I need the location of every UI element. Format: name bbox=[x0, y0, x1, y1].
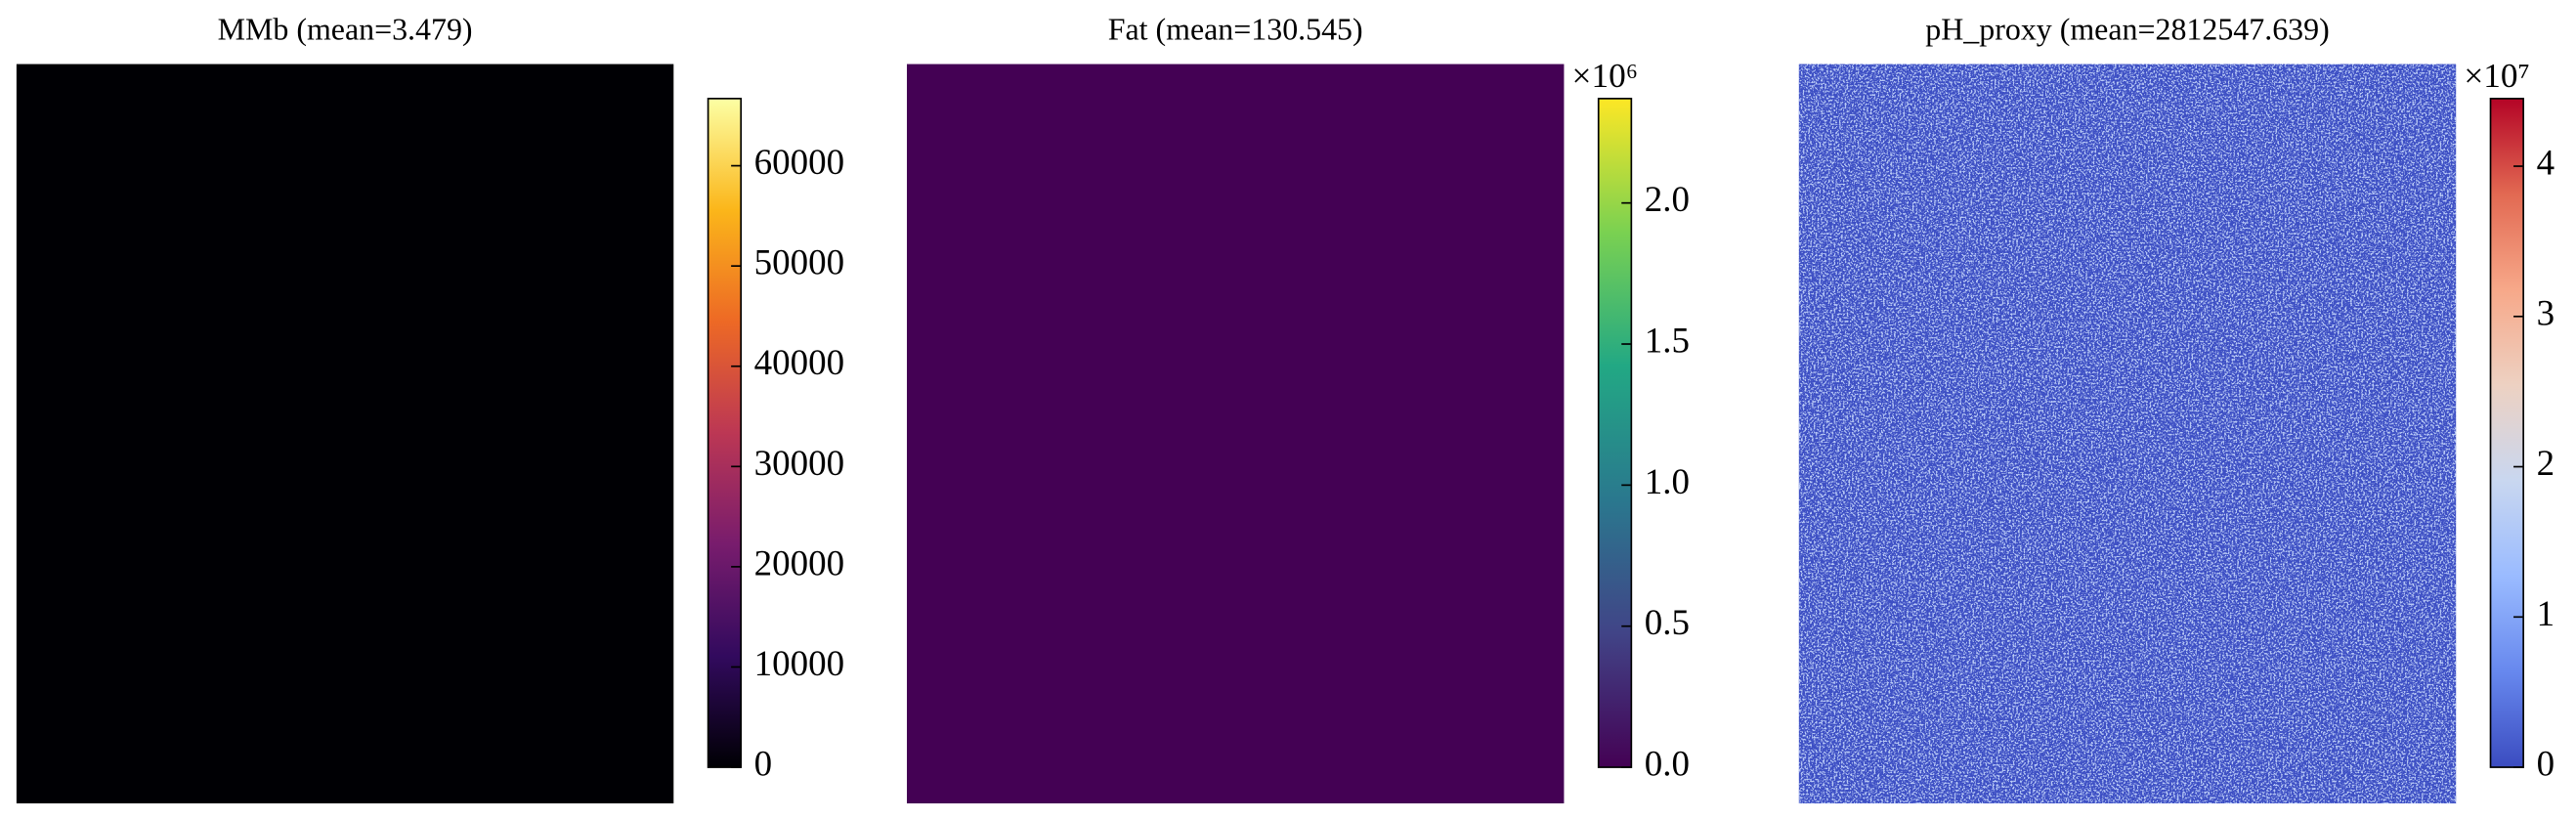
colorbar-tick-label: 0 bbox=[754, 744, 772, 784]
colorbar-tick-label: 0 bbox=[2537, 744, 2555, 784]
colorbar-tick-label: 2 bbox=[2537, 443, 2555, 483]
heatmap-image bbox=[16, 64, 674, 804]
colorbar-tick-label: 4 bbox=[2537, 143, 2555, 183]
colorbar-tick-label: 50000 bbox=[754, 242, 844, 282]
colorbar-tick-label: 1 bbox=[2537, 593, 2555, 633]
colorbar-tick-label: 1.5 bbox=[1645, 321, 1690, 361]
colorbar-tick-label: 3 bbox=[2537, 292, 2555, 332]
colorbar-tick-label: 2.0 bbox=[1645, 179, 1690, 219]
image-texture bbox=[1798, 64, 2457, 804]
colorbar-tick-label: 10000 bbox=[754, 643, 844, 683]
colorbar-tick-label: 20000 bbox=[754, 542, 844, 582]
colorbar-tick-label: 60000 bbox=[754, 142, 844, 182]
colorbar-tick-label: 0.5 bbox=[1645, 602, 1690, 642]
colorbar bbox=[1597, 98, 1633, 768]
colorbar-tick-label: 0.0 bbox=[1645, 744, 1690, 784]
panel-title: Fat (mean=130.545) bbox=[1108, 12, 1363, 46]
heatmap-image bbox=[906, 64, 1565, 804]
colorbar-offset-label: ×10⁶ bbox=[1572, 57, 1639, 95]
colorbar-tick-label: 30000 bbox=[754, 443, 844, 483]
colorbar bbox=[2489, 98, 2524, 768]
colorbar-tick-label: 40000 bbox=[754, 342, 844, 382]
colorbar-tick-label: 1.0 bbox=[1645, 461, 1690, 501]
colorbar-offset-label: ×10⁷ bbox=[2464, 57, 2530, 95]
colorbar bbox=[707, 98, 743, 768]
panel-title: pH_proxy (mean=2812547.639) bbox=[1925, 12, 2329, 46]
panel-title: MMb (mean=3.479) bbox=[218, 12, 473, 46]
